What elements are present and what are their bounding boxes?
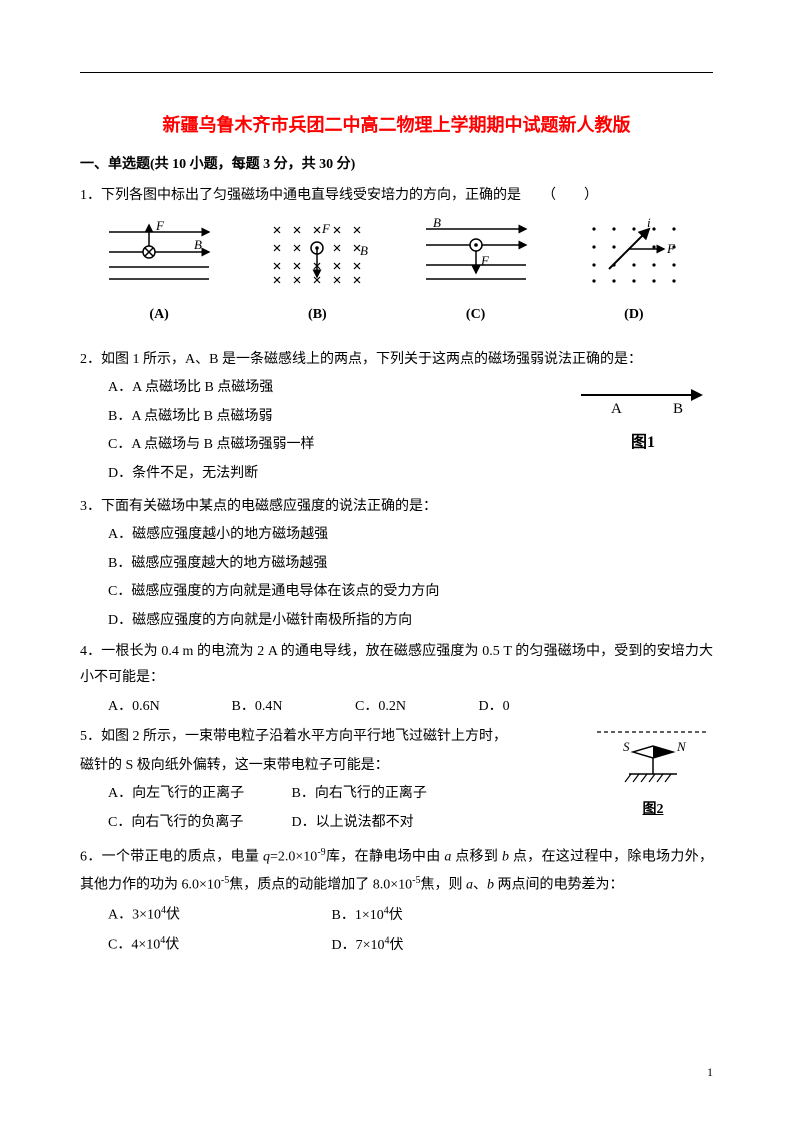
q1-label-b: (B) (262, 302, 372, 329)
q2-caption: 图1 (573, 428, 713, 458)
q6-opt-b: B．1×104伏 (332, 908, 403, 923)
q6-opt-c: C．4×104伏 (108, 931, 328, 959)
q6-opt-a: A．3×104伏 (108, 901, 328, 929)
question-3: 3．下面有关磁场中某点的电磁感应强度的说法正确的是： A．磁感应强度越小的地方磁… (80, 494, 713, 635)
svg-text:A: A (611, 401, 622, 417)
q3-opt-c: C．磁感应强度的方向就是通电导体在该点的受力方向 (80, 579, 713, 606)
svg-text:F: F (480, 253, 490, 268)
q1-diagram-c: F B (421, 217, 531, 287)
q1-diagram-a: F B (104, 217, 214, 287)
section-heading: 一、单选题(共 10 小题，每题 3 分，共 30 分) (80, 152, 713, 179)
q3-stem: 3．下面有关磁场中某点的电磁感应强度的说法正确的是： (80, 494, 713, 521)
svg-text:F: F (155, 218, 165, 233)
q1-fig-b: F B (B) (262, 217, 372, 328)
q5-diagram: S N (593, 726, 713, 786)
q6-opt-d: D．7×104伏 (332, 938, 404, 953)
svg-text:S: S (623, 739, 630, 754)
svg-text:F: F (321, 221, 331, 236)
q1-label-a: (A) (104, 302, 214, 329)
q3-opt-a: A．磁感应强度越小的地方磁场越强 (80, 522, 713, 549)
q6-opt-row2: C．4×104伏 D．7×104伏 (80, 931, 713, 959)
header-rule (80, 72, 713, 73)
q4-opt-c: C．0.2N (355, 694, 475, 721)
q5-figure: S N 图2 (593, 726, 713, 823)
q1-diagram-b: F B (262, 217, 372, 287)
q1-fig-c: F B (C) (421, 217, 531, 328)
q6-opt-row1: A．3×104伏 B．1×104伏 (80, 901, 713, 929)
q4-opt-b: B．0.4N (232, 694, 352, 721)
q1-label-d: (D) (579, 302, 689, 329)
q1-stem: 1．下列各图中标出了匀强磁场中通电直导线受安培力的方向，正确的是 （ ） (80, 183, 713, 210)
svg-text:B: B (433, 217, 441, 230)
page-title: 新疆乌鲁木齐市兵团二中高二物理上学期期中试题新人教版 (80, 108, 713, 142)
q3-opt-b: B．磁感应强度越大的地方磁场越强 (80, 551, 713, 578)
q1-figure-row: F B (A) (80, 217, 713, 328)
question-5: S N 图2 5．如图 2 所示，一束带电粒子沿着水平方向平行地飞过磁针上方时，… (80, 724, 713, 838)
question-2: 2．如图 1 所示，A、B 是一条磁感线上的两点，下列关于这两点的磁场强弱说法正… (80, 347, 713, 490)
q4-options: A．0.6N B．0.4N C．0.2N D．0 (80, 694, 713, 721)
q1-fig-d: i F (D) (579, 217, 689, 328)
question-6: 6．一个带正电的质点，电量 q=2.0×10-9库，在静电场中由 a 点移到 b… (80, 843, 713, 960)
svg-text:N: N (676, 739, 687, 754)
q6-stem: 6．一个带正电的质点，电量 q=2.0×10-9库，在静电场中由 a 点移到 b… (80, 843, 713, 900)
q4-opt-a: A．0.6N (108, 694, 228, 721)
q5-opt-b: B．向右飞行的正离子 (292, 786, 427, 801)
q5-caption: 图2 (593, 797, 713, 824)
q1-fig-a: F B (A) (104, 217, 214, 328)
q5-opt-c: C．向右飞行的负离子 (108, 810, 288, 837)
question-1: 1．下列各图中标出了匀强磁场中通电直导线受安培力的方向，正确的是 （ ） F B… (80, 183, 713, 329)
svg-text:B: B (673, 401, 683, 417)
svg-text:B: B (194, 237, 202, 252)
q1-label-c: (C) (421, 302, 531, 329)
q2-stem: 2．如图 1 所示，A、B 是一条磁感线上的两点，下列关于这两点的磁场强弱说法正… (80, 347, 713, 374)
question-4: 4．一根长为 0.4 m 的电流为 2 A 的通电导线，放在磁感应强度为 0.5… (80, 639, 713, 721)
page-number: 1 (707, 1061, 713, 1084)
q2-diagram: A B (573, 381, 713, 417)
q1-diagram-d: i F (579, 217, 689, 287)
svg-text:F: F (666, 241, 676, 256)
q5-opt-d: D．以上说法都不对 (292, 815, 414, 830)
q5-opt-a: A．向左飞行的正离子 (108, 781, 288, 808)
q2-figure: A B 图1 (573, 381, 713, 458)
svg-text:i: i (647, 217, 651, 230)
q2-opt-d: D．条件不足，无法判断 (80, 461, 713, 488)
q3-opt-d: D．磁感应强度的方向就是小磁针南极所指的方向 (80, 608, 713, 635)
q4-stem: 4．一根长为 0.4 m 的电流为 2 A 的通电导线，放在磁感应强度为 0.5… (80, 639, 713, 692)
q4-opt-d: D．0 (479, 694, 559, 721)
svg-text:B: B (360, 243, 368, 258)
